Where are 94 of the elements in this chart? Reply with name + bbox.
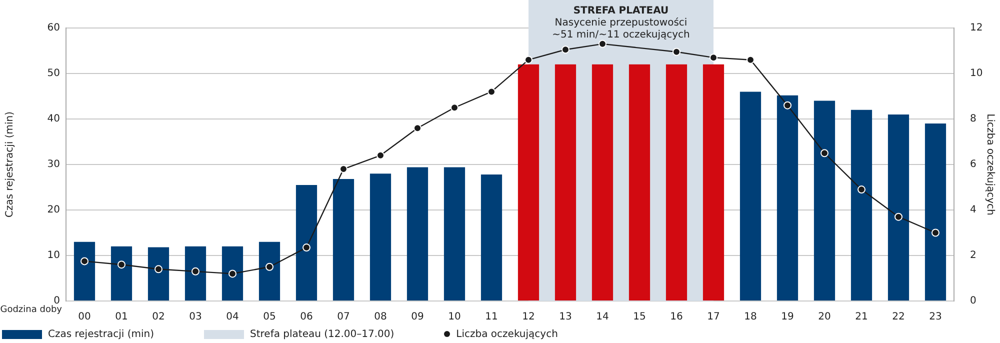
- y2-tick-label: 6: [970, 159, 976, 170]
- bar: [740, 92, 762, 300]
- y-tick-label: 20: [47, 204, 60, 216]
- y-tick-label: 10: [47, 250, 60, 262]
- x-tick-label: 22: [892, 312, 905, 323]
- point: [524, 56, 532, 64]
- bar: [110, 246, 132, 300]
- bar: [592, 64, 614, 300]
- x-tick-label: 16: [670, 312, 683, 323]
- x-axis-title: Godzina doby: [0, 304, 63, 315]
- bar: [258, 242, 280, 300]
- point: [932, 228, 940, 237]
- point: [672, 48, 680, 56]
- bar: [628, 64, 650, 300]
- x-tick-label: 19: [781, 312, 794, 323]
- x-tick-label: 23: [929, 312, 942, 323]
- legend-label: Strefa plateau (12.00–17.00): [250, 328, 394, 340]
- bar: [888, 114, 910, 300]
- point: [80, 257, 88, 266]
- x-tick-label: 11: [485, 312, 498, 323]
- y2-tick-label: 8: [970, 114, 976, 125]
- x-tick-label: 01: [115, 312, 128, 323]
- x-tick-label: 06: [300, 312, 313, 323]
- bar: [702, 64, 724, 300]
- point: [450, 104, 458, 112]
- point: [414, 124, 422, 132]
- y-tick-label: 0: [54, 296, 60, 307]
- point: [192, 267, 200, 276]
- y-tick-label: 40: [47, 114, 60, 125]
- point: [118, 260, 126, 269]
- point: [488, 88, 496, 96]
- point: [710, 54, 718, 62]
- point: [598, 40, 606, 48]
- y-tick-label: 30: [47, 159, 60, 170]
- x-tick-label: 07: [337, 312, 350, 323]
- y-tick-label: 50: [47, 68, 60, 80]
- point: [266, 262, 274, 271]
- x-tick-label: 20: [818, 312, 831, 323]
- bar: [74, 242, 96, 300]
- point: [340, 165, 348, 174]
- y2-tick-label: 4: [970, 204, 976, 216]
- bar: [480, 174, 502, 300]
- bar: [332, 179, 354, 300]
- point: [228, 270, 236, 278]
- x-tick-label: 21: [855, 312, 868, 323]
- bar: [296, 184, 318, 300]
- y-tick-label: 60: [47, 22, 60, 34]
- point: [820, 149, 828, 158]
- point: [376, 151, 384, 160]
- bar: [814, 100, 836, 300]
- x-tick-label: 13: [559, 312, 572, 323]
- x-tick-label: 09: [411, 312, 424, 323]
- bar: [666, 64, 688, 300]
- x-tick-label: 04: [226, 312, 239, 323]
- point: [858, 186, 866, 194]
- x-tick-label: 05: [263, 312, 276, 323]
- bar: [406, 167, 428, 300]
- bar: [850, 110, 872, 300]
- bar: [184, 246, 206, 300]
- bar: [444, 167, 466, 300]
- y2-tick-label: 2: [970, 250, 976, 262]
- bar: [370, 174, 392, 300]
- x-tick-label: 00: [78, 312, 91, 323]
- x-tick-label: 17: [707, 312, 720, 323]
- y-axis-title: Czas rejestracji (min): [4, 111, 16, 218]
- point: [784, 101, 792, 110]
- bar: [222, 246, 244, 300]
- x-tick-label: 02: [152, 312, 165, 323]
- point: [302, 244, 310, 252]
- y2-axis-title: Liczba oczekujących: [984, 114, 996, 216]
- y2-tick-label: 12: [970, 22, 983, 34]
- text: STREFA PLATEAU: [573, 6, 669, 17]
- legend-label: Czas rejestracji (min): [48, 328, 154, 340]
- legend-label: Liczba oczekujących: [456, 328, 558, 340]
- y2-tick-label: 0: [970, 296, 976, 307]
- x-tick-label: 12: [522, 312, 535, 323]
- x-tick-label: 10: [448, 312, 461, 323]
- bar: [518, 64, 540, 300]
- point: [746, 56, 754, 64]
- bar: [554, 64, 576, 300]
- x-tick-label: 15: [633, 312, 646, 323]
- point: [894, 212, 902, 221]
- point: [562, 46, 570, 54]
- bar: [924, 124, 946, 300]
- x-tick-label: 14: [596, 312, 609, 323]
- point: [154, 265, 162, 274]
- annotation: ~51 min/~11 oczekujących: [552, 30, 690, 41]
- annotation: Nasycenie przepustowości: [554, 16, 688, 29]
- y2-tick-label: 10: [970, 68, 983, 80]
- bar: [148, 247, 170, 300]
- bar: [776, 95, 798, 300]
- x-tick-label: 08: [374, 312, 387, 323]
- x-tick-label: 03: [189, 312, 202, 323]
- x-tick-label: 18: [744, 312, 757, 323]
